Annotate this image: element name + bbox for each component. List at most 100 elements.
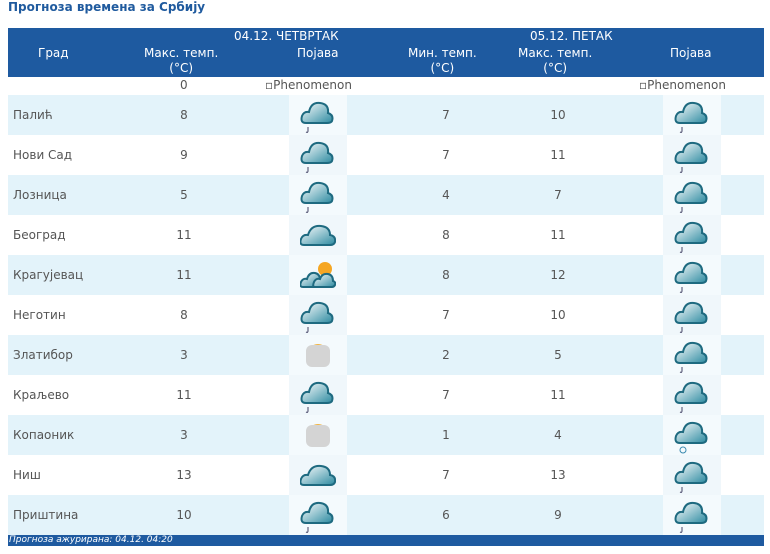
- max-temp-day2: 13: [550, 468, 566, 482]
- max-temp-header-2: Макс. темп. (°C): [518, 46, 592, 76]
- table-row: Златибор 3 2 5: [8, 335, 764, 375]
- fog-sun-icon: [289, 335, 347, 375]
- table-row: Палић 8 7 10: [8, 95, 764, 135]
- max-temp-day2: 9: [554, 508, 562, 522]
- max-temp-label: Макс. темп.: [144, 46, 219, 60]
- max-temp-day1: 3: [180, 428, 188, 442]
- max-temp-day1: 5: [180, 188, 188, 202]
- max-temp-day2: 11: [550, 388, 566, 402]
- min-temp-day2: 8: [442, 268, 450, 282]
- max-temp-day1: 8: [180, 308, 188, 322]
- min-temp-day2: 8: [442, 228, 450, 242]
- broken-image-phenomenon-2: ▫Phenomenon: [639, 78, 726, 92]
- table-row: Београд 11 8 11: [8, 215, 764, 255]
- city-name: Лозница: [13, 188, 67, 202]
- day2-header: 05.12. ПЕТАК: [530, 29, 613, 43]
- min-temp-header: Мин. темп. (°C): [408, 46, 477, 76]
- max-temp-day1: 3: [180, 348, 188, 362]
- table-row: Краљево 11 7 11: [8, 375, 764, 415]
- table-row: Нови Сад 9 7 11: [8, 135, 764, 175]
- rain-cloud-icon: [663, 375, 721, 415]
- max-temp-day2: 11: [550, 228, 566, 242]
- max-temp-day2: 12: [550, 268, 566, 282]
- cloudy-icon: [289, 455, 347, 495]
- city-name: Неготин: [13, 308, 66, 322]
- min-temp-label: Мин. темп.: [408, 46, 477, 60]
- city-name: Нови Сад: [13, 148, 73, 162]
- max-temp-day2: 10: [550, 108, 566, 122]
- min-temp-day2: 7: [442, 468, 450, 482]
- min-temp-day2: 7: [442, 108, 450, 122]
- table-row: Крагујевац 11 8 12: [8, 255, 764, 295]
- rain-cloud-icon: [663, 215, 721, 255]
- placeholder-max: 0: [180, 78, 188, 92]
- min-temp-day2: 7: [442, 388, 450, 402]
- city-name: Палић: [13, 108, 53, 122]
- city-name: Београд: [13, 228, 66, 242]
- partly-cloudy-icon: [289, 255, 347, 295]
- min-temp-day2: 7: [442, 308, 450, 322]
- city-header: Град: [38, 46, 69, 60]
- page-title: Прогноза времена за Србију: [8, 0, 206, 14]
- min-temp-day2: 7: [442, 148, 450, 162]
- city-name: Копаоник: [13, 428, 75, 442]
- snow-cloud-icon: [663, 415, 721, 455]
- table-row: Лозница 5 4 7: [8, 175, 764, 215]
- broken-image-phenomenon-1: ▫Phenomenon: [265, 78, 352, 92]
- max-temp-day1: 9: [180, 148, 188, 162]
- rain-cloud-icon: [663, 135, 721, 175]
- unit-label: (°C): [430, 61, 455, 75]
- day1-header: 04.12. ЧЕТВРТАК: [234, 29, 339, 43]
- rain-cloud-icon: [289, 135, 347, 175]
- updated-footer: Прогноза ажурирана: 04.12. 04:20: [8, 535, 764, 546]
- max-temp-day1: 10: [176, 508, 192, 522]
- forecast-table: 04.12. ЧЕТВРТАК 05.12. ПЕТАК Град Макс. …: [8, 28, 764, 546]
- max-temp-day1: 13: [176, 468, 192, 482]
- rain-cloud-icon: [663, 95, 721, 135]
- phenomenon-header-2: Појава: [670, 46, 712, 60]
- table-row: Приштина 10 6 9: [8, 495, 764, 535]
- max-temp-header-1: Макс. темп. (°C): [144, 46, 218, 76]
- table-row: Ниш 13 7 13: [8, 455, 764, 495]
- rain-cloud-icon: [289, 175, 347, 215]
- max-temp-day1: 8: [180, 108, 188, 122]
- min-temp-day2: 2: [442, 348, 450, 362]
- image-alt-text: Phenomenon: [647, 78, 726, 92]
- rain-cloud-icon: [663, 175, 721, 215]
- rain-cloud-icon: [663, 295, 721, 335]
- max-temp-day1: 11: [176, 228, 192, 242]
- table-row: Копаоник 3 1 4: [8, 415, 764, 455]
- rain-cloud-icon: [663, 255, 721, 295]
- rain-cloud-icon: [663, 335, 721, 375]
- max-temp-label: Макс. темп.: [518, 46, 593, 60]
- max-temp-day1: 11: [176, 388, 192, 402]
- max-temp-day1: 11: [176, 268, 192, 282]
- rain-cloud-icon: [289, 295, 347, 335]
- city-name: Крагујевац: [13, 268, 84, 282]
- city-name: Ниш: [13, 468, 41, 482]
- rain-cloud-icon: [289, 495, 347, 535]
- cloudy-icon: [289, 215, 347, 255]
- rain-cloud-icon: [289, 95, 347, 135]
- max-temp-day2: 7: [554, 188, 562, 202]
- min-temp-day2: 4: [442, 188, 450, 202]
- rain-cloud-icon: [663, 455, 721, 495]
- max-temp-day2: 11: [550, 148, 566, 162]
- table-row: Неготин 8 7 10: [8, 295, 764, 335]
- phenomenon-header-1: Појава: [297, 46, 339, 60]
- min-temp-day2: 6: [442, 508, 450, 522]
- max-temp-day2: 4: [554, 428, 562, 442]
- city-name: Краљево: [13, 388, 70, 402]
- city-name: Златибор: [13, 348, 73, 362]
- min-temp-day2: 1: [442, 428, 450, 442]
- rain-cloud-icon: [663, 495, 721, 535]
- table-header: 04.12. ЧЕТВРТАК 05.12. ПЕТАК Град Макс. …: [8, 28, 764, 77]
- unit-label: (°C): [169, 61, 194, 75]
- placeholder-row: 0 ▫Phenomenon ▫Phenomenon: [8, 77, 764, 95]
- fog-sun-icon: [289, 415, 347, 455]
- city-name: Приштина: [13, 508, 79, 522]
- max-temp-day2: 10: [550, 308, 566, 322]
- unit-label: (°C): [543, 61, 568, 75]
- rain-cloud-icon: [289, 375, 347, 415]
- image-alt-text: Phenomenon: [273, 78, 352, 92]
